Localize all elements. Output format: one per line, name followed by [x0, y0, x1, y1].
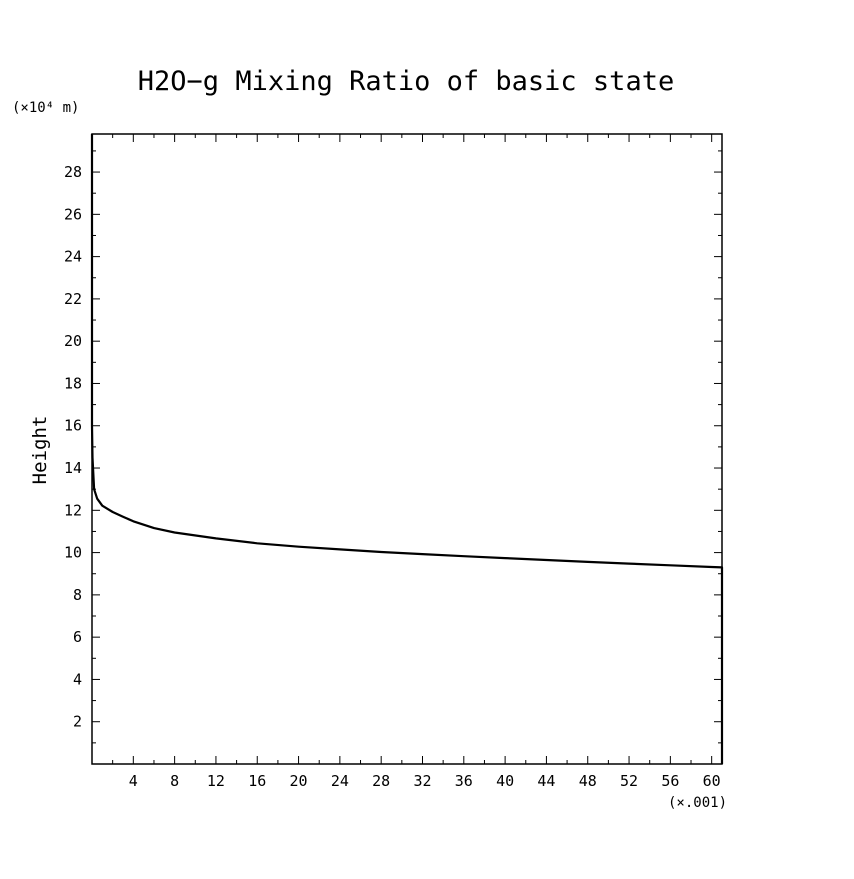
- y-axis-label: Height: [29, 416, 51, 485]
- y-tick-label: 18: [64, 374, 82, 392]
- x-tick-label: 60: [703, 772, 721, 790]
- x-tick-label: 44: [537, 772, 555, 790]
- x-unit-label: (×.001): [668, 795, 727, 811]
- x-tick-label: 52: [620, 772, 638, 790]
- y-tick-label: 8: [73, 586, 82, 604]
- chart-title: H2O−g Mixing Ratio of basic state: [138, 66, 674, 97]
- x-tick-label: 28: [372, 772, 390, 790]
- series-lines: [90, 134, 724, 764]
- axis-ticks: [92, 134, 722, 764]
- x-tick-label: 36: [455, 772, 473, 790]
- y-tick-label: 6: [73, 628, 82, 646]
- y-tick-label: 24: [64, 248, 82, 266]
- x-tick-label: 24: [331, 772, 349, 790]
- y-tick-label: 14: [64, 459, 82, 477]
- tick-labels: 4 8 12 16 20 24 28 32 36 40 44 48 52 56 60246810121416…: [64, 163, 721, 790]
- y-tick-label: 2: [73, 713, 82, 731]
- y-tick-label: 22: [64, 290, 82, 308]
- x-tick-label: 48: [579, 772, 597, 790]
- x-tick-label: 16: [248, 772, 266, 790]
- x-tick-label: 56: [661, 772, 679, 790]
- y-tick-label: 4: [73, 670, 82, 688]
- x-tick-label: 8: [170, 772, 179, 790]
- x-tick-label: 32: [413, 772, 431, 790]
- y-tick-label: 12: [64, 501, 82, 519]
- y-tick-label: 28: [64, 163, 82, 181]
- x-tick-label: 20: [290, 772, 308, 790]
- y-tick-label: 10: [64, 544, 82, 562]
- y-tick-label: 20: [64, 332, 82, 350]
- series-line: [90, 134, 724, 764]
- y-tick-label: 26: [64, 205, 82, 223]
- x-tick-label: 40: [496, 772, 514, 790]
- x-tick-label: 4: [129, 772, 138, 790]
- y-tick-label: 16: [64, 417, 82, 435]
- plot-frame: [91, 133, 723, 765]
- y-unit-label: (×10⁴ m): [12, 100, 79, 116]
- x-tick-label: 12: [207, 772, 225, 790]
